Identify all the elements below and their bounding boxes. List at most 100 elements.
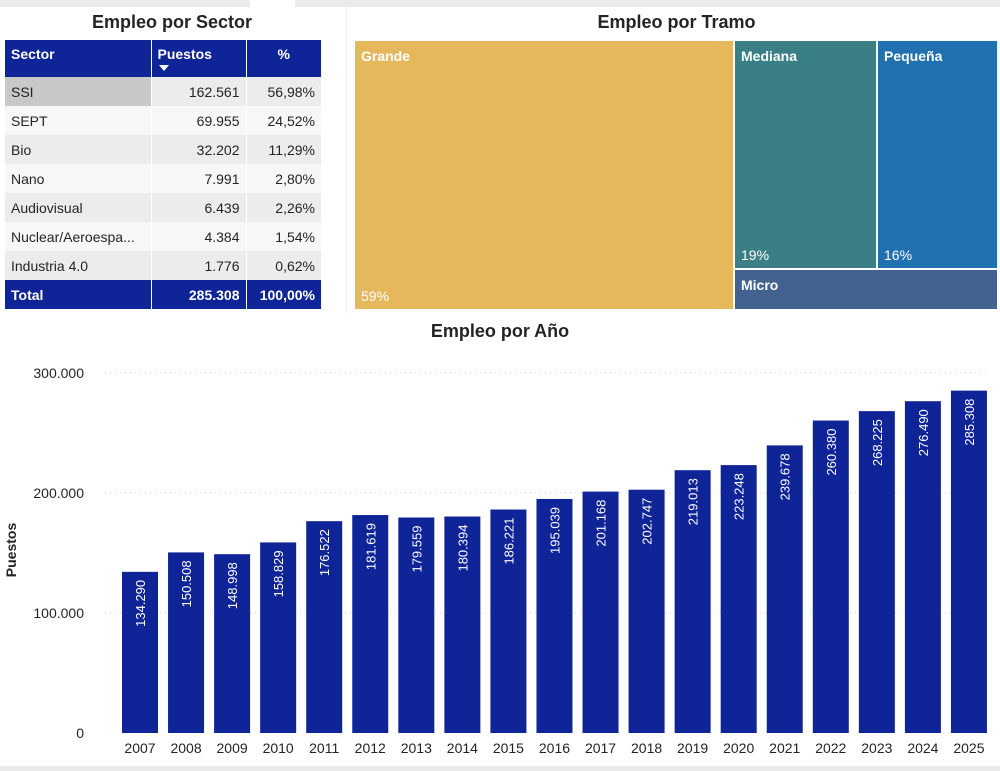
bar-value-label: 195.039 bbox=[547, 507, 562, 554]
tile-label: Mediana bbox=[741, 48, 798, 64]
bar-value-label: 219.013 bbox=[686, 478, 701, 525]
bar-2013[interactable] bbox=[398, 517, 435, 733]
y-tick-label: 300.000 bbox=[33, 365, 84, 381]
cell-puestos: 4.384 bbox=[150, 222, 246, 251]
table-row[interactable]: SSI 162.561 56,98% bbox=[5, 77, 321, 106]
tile-pct: 19% bbox=[741, 247, 770, 263]
col-header-puestos-label: Puestos bbox=[157, 46, 212, 62]
bar-2016[interactable] bbox=[536, 498, 573, 733]
tile-pct: 16% bbox=[884, 247, 913, 263]
bar-value-label: 239.678 bbox=[778, 453, 793, 500]
bar-2025[interactable] bbox=[950, 390, 987, 733]
y-axis: 0 100.000 200.000 300.000 bbox=[33, 365, 84, 741]
tile-label: Grande bbox=[361, 48, 411, 64]
x-tick-label: 2016 bbox=[539, 740, 570, 756]
cell-sector: Nuclear/Aeroespa... bbox=[5, 222, 151, 251]
bar-2020[interactable] bbox=[720, 465, 757, 733]
x-tick-label: 2024 bbox=[907, 740, 938, 756]
table-header-row: Sector Puestos % bbox=[5, 40, 321, 77]
x-tick-label: 2009 bbox=[217, 740, 248, 756]
bar-2019[interactable] bbox=[674, 470, 711, 733]
table-row[interactable]: SEPT 69.955 24,52% bbox=[5, 106, 321, 135]
bars: 134.290 150.508 148.998 158.829 176.522 181.6… bbox=[122, 390, 987, 733]
table-row[interactable]: Industria 4.0 1.776 0,62% bbox=[5, 251, 321, 280]
tramo-title: Empleo por Tramo bbox=[597, 12, 756, 32]
total-puestos: 285.308 bbox=[150, 280, 246, 309]
bar-2007[interactable] bbox=[122, 571, 158, 733]
table-row[interactable]: Nano 7.991 2,80% bbox=[5, 164, 321, 193]
bar-2009[interactable] bbox=[214, 554, 251, 733]
panel-separator bbox=[346, 7, 347, 313]
bar-value-label: 260.380 bbox=[824, 429, 839, 476]
bar-2015[interactable] bbox=[490, 509, 527, 733]
col-header-pct[interactable]: % bbox=[245, 40, 321, 77]
bottom-strip bbox=[0, 766, 1000, 771]
treemap-tile-pequena[interactable]: Pequeña 16% bbox=[878, 41, 997, 268]
x-tick-label: 2011 bbox=[309, 740, 339, 756]
y-tick-label: 200.000 bbox=[33, 485, 84, 501]
bar-value-label: 276.490 bbox=[916, 409, 931, 456]
table-row[interactable]: Nuclear/Aeroespa... 4.384 1,54% bbox=[5, 222, 321, 251]
table-row[interactable]: Bio 32.202 11,29% bbox=[5, 135, 321, 164]
cell-puestos: 69.955 bbox=[150, 106, 246, 135]
x-tick-label: 2007 bbox=[124, 740, 155, 756]
x-tick-label: 2020 bbox=[723, 740, 754, 756]
bar-2022[interactable] bbox=[812, 420, 849, 733]
cell-sector: Bio bbox=[5, 135, 151, 164]
bar-value-label: 180.394 bbox=[455, 525, 470, 572]
total-label: Total bbox=[5, 280, 151, 309]
bar-value-label: 201.168 bbox=[594, 500, 609, 547]
table-total-row: Total 285.308 100,00% bbox=[5, 280, 321, 309]
bar-2008[interactable] bbox=[168, 552, 205, 733]
cell-pct: 2,80% bbox=[245, 164, 321, 193]
treemap-tile-grande[interactable]: Grande 59% bbox=[355, 41, 733, 309]
cell-sector: Nano bbox=[5, 164, 151, 193]
col-header-sector[interactable]: Sector bbox=[5, 40, 151, 77]
bar-2010[interactable] bbox=[260, 542, 297, 733]
x-tick-label: 2010 bbox=[263, 740, 294, 756]
bar-2012[interactable] bbox=[352, 515, 389, 733]
cell-pct: 0,62% bbox=[245, 251, 321, 280]
bar-2018[interactable] bbox=[628, 489, 665, 733]
treemap-tile-mediana[interactable]: Mediana 19% bbox=[735, 41, 876, 268]
total-pct: 100,00% bbox=[245, 280, 321, 309]
bar-2023[interactable] bbox=[858, 411, 895, 733]
x-tick-label: 2008 bbox=[170, 740, 201, 756]
active-tab-indicator[interactable] bbox=[250, 0, 295, 7]
table-row[interactable]: Audiovisual 6.439 2,26% bbox=[5, 193, 321, 222]
x-tick-label: 2014 bbox=[447, 740, 478, 756]
col-header-puestos[interactable]: Puestos bbox=[150, 40, 246, 77]
bar-2011[interactable] bbox=[306, 521, 343, 733]
cell-puestos: 32.202 bbox=[150, 135, 246, 164]
tile-label: Pequeña bbox=[884, 48, 943, 64]
bar-value-label: 134.290 bbox=[133, 580, 148, 627]
bar-2021[interactable] bbox=[766, 445, 803, 733]
bar-value-label: 268.225 bbox=[870, 419, 885, 466]
x-tick-label: 2023 bbox=[861, 740, 892, 756]
bar-2024[interactable] bbox=[904, 401, 941, 733]
treemap-tile-micro[interactable]: Micro bbox=[735, 270, 997, 309]
x-tick-label: 2022 bbox=[815, 740, 846, 756]
bar-value-label: 186.221 bbox=[501, 518, 516, 565]
bar-value-label: 223.248 bbox=[732, 473, 747, 520]
x-tick-label: 2017 bbox=[585, 740, 616, 756]
cell-sector: SSI bbox=[5, 77, 151, 106]
bar-value-label: 176.522 bbox=[317, 529, 332, 576]
bar-value-label: 158.829 bbox=[271, 550, 286, 597]
top-strip bbox=[0, 0, 1000, 7]
chart-title: Empleo por Año bbox=[430, 321, 570, 341]
cell-pct: 1,54% bbox=[245, 222, 321, 251]
y-tick-label: 100.000 bbox=[33, 605, 84, 621]
bar-2017[interactable] bbox=[582, 491, 619, 733]
sector-title: Empleo por Sector bbox=[91, 12, 253, 32]
bar-value-label: 148.998 bbox=[225, 562, 240, 609]
x-axis: 2007 2008 2009 2010 2011 2012 2013 2014 2015 2016… bbox=[124, 740, 984, 756]
cell-sector: Audiovisual bbox=[5, 193, 151, 222]
tile-pct: 59% bbox=[361, 288, 390, 304]
year-bar-chart: Puestos 0 100.000 200.000 300.000 134.290 15… bbox=[3, 365, 990, 756]
cell-puestos: 162.561 bbox=[150, 77, 246, 106]
bar-2014[interactable] bbox=[444, 516, 481, 733]
y-tick-label: 0 bbox=[76, 725, 84, 741]
y-axis-label: Puestos bbox=[3, 523, 19, 578]
x-tick-label: 2025 bbox=[953, 740, 984, 756]
